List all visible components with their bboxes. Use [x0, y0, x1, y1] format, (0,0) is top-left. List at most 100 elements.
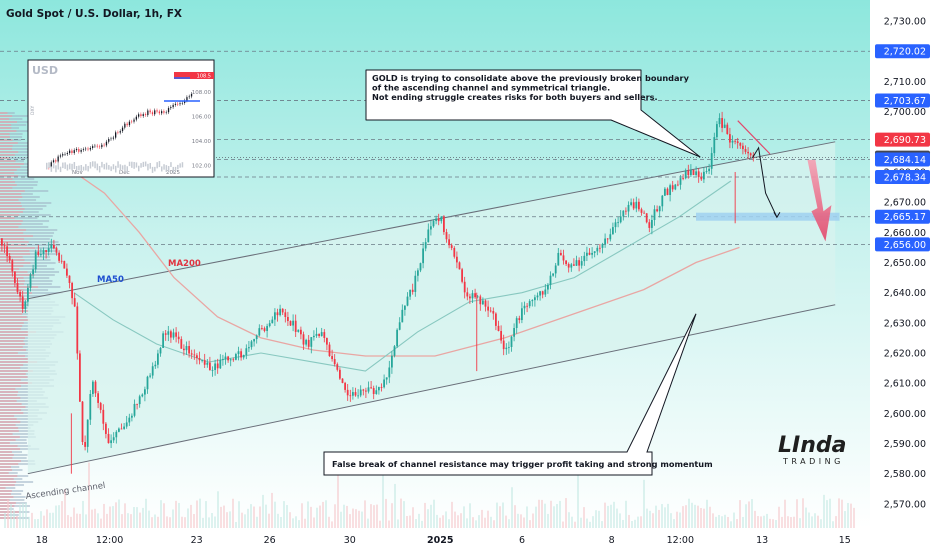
candle-body — [42, 250, 45, 255]
volume-bar — [850, 503, 852, 528]
volume-bar — [478, 515, 480, 528]
x-tick-label: 26 — [264, 535, 276, 546]
candle-body — [120, 428, 123, 430]
candle-body — [315, 333, 318, 336]
candle-body — [297, 329, 300, 332]
volume-bar — [277, 513, 279, 528]
volume-bar — [484, 517, 486, 528]
inset-volume-bar — [69, 163, 71, 170]
volume-bar — [61, 501, 63, 528]
volume-bar — [76, 513, 78, 528]
inset-volume-bar — [128, 161, 131, 167]
candle-body — [632, 202, 635, 209]
inset-volume-bar — [149, 162, 151, 169]
volume-profile-bar — [0, 355, 26, 357]
volume-bar — [31, 512, 33, 528]
candle-body — [133, 403, 136, 416]
volume-profile-bar — [0, 508, 14, 510]
ma50-label: MA50 — [97, 275, 124, 285]
candle-body — [721, 118, 723, 128]
candle-body — [29, 274, 32, 288]
volume-profile-bar — [0, 229, 58, 231]
channel-fill — [27, 141, 836, 474]
candle-body — [99, 402, 102, 410]
candle-body — [687, 170, 690, 176]
inset-volume-bar — [50, 166, 53, 172]
candle-body — [414, 275, 417, 292]
inset-volume-bar — [163, 164, 165, 170]
candle-body — [6, 246, 8, 257]
y-tick-label: 2,600.00 — [884, 409, 926, 420]
candle-body — [726, 124, 729, 135]
volume-bar — [433, 499, 435, 528]
volume-bar — [688, 498, 690, 528]
y-tick-label: 2,730.00 — [884, 17, 926, 28]
volume-profile-bar — [0, 388, 16, 390]
volume-profile-bar — [0, 292, 32, 294]
volume-bar — [175, 500, 177, 528]
volume-profile-bar — [0, 478, 14, 480]
volume-profile-bar — [0, 187, 34, 189]
volume-profile-bar — [0, 394, 18, 396]
candle-body — [677, 184, 679, 186]
candle-body — [86, 419, 89, 447]
price-label-text: 2,720.02 — [884, 47, 926, 58]
candle-body — [40, 254, 42, 255]
volume-bar — [310, 506, 312, 528]
candle-body — [456, 256, 458, 263]
volume-bar — [520, 514, 522, 528]
inset-x-tick: 2025 — [166, 170, 180, 176]
volume-bar — [574, 521, 576, 528]
candle-body — [336, 364, 339, 370]
candle-body — [463, 281, 466, 293]
inset-volume-bar — [92, 161, 94, 167]
volume-profile-bar — [0, 145, 34, 147]
volume-bar — [835, 516, 837, 528]
volume-profile-bar — [0, 361, 38, 363]
inset-candle — [170, 107, 172, 109]
candle-body — [554, 265, 557, 274]
volume-profile-bar — [0, 193, 22, 195]
inset-candle — [128, 121, 131, 126]
volume-profile-bar — [0, 151, 38, 153]
candle-body — [593, 251, 596, 253]
inset-volume-bar — [133, 162, 135, 169]
y-tick-label: 2,710.00 — [884, 77, 926, 88]
candle-body — [157, 353, 159, 365]
candle-body — [211, 369, 214, 371]
volume-bar — [610, 504, 612, 528]
volume-bar — [64, 489, 66, 528]
volume-profile-bar — [0, 295, 51, 297]
volume-bar — [469, 503, 471, 528]
volume-profile-bar — [0, 364, 24, 366]
volume-bar — [823, 494, 825, 528]
volume-bar — [619, 513, 621, 528]
candle-body — [695, 171, 697, 175]
volume-bar — [685, 505, 687, 528]
inset-y-tick: 104.00 — [192, 139, 212, 145]
support-zone — [696, 212, 840, 221]
inset-candle — [163, 111, 165, 113]
candle-body — [144, 389, 146, 395]
volume-bar — [55, 505, 57, 528]
volume-bar — [430, 504, 432, 528]
volume-bar — [826, 500, 828, 528]
inset-candle — [174, 103, 177, 105]
y-tick-label: 2,660.00 — [884, 228, 926, 239]
volume-profile-bar — [0, 325, 54, 327]
inset-y-tick: 108.00 — [192, 90, 212, 96]
annotation-top-line: Not ending struggle creates risks for bo… — [372, 92, 658, 102]
candle-body — [679, 178, 682, 185]
volume-profile-bar — [0, 301, 21, 303]
volume-bar — [130, 514, 132, 528]
inset-candle — [158, 111, 160, 114]
volume-bar — [424, 502, 426, 528]
inset-volume-bar — [121, 165, 124, 170]
volume-profile-bar — [0, 343, 25, 345]
candle-body — [601, 243, 604, 248]
x-tick-label: 2025 — [427, 535, 453, 546]
volume-bar — [526, 506, 528, 528]
inset-volume-bar — [124, 164, 126, 172]
